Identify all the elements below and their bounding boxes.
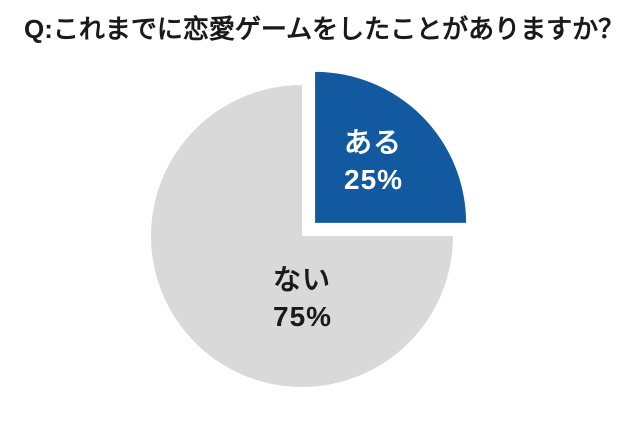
chart-question-title: Q:これまでに恋愛ゲームをしたことがありますか？ [24,14,625,44]
pie-label-nai: ない 75% [273,261,332,335]
pie-label-nai-percent: 75% [273,301,333,332]
pie-label-nai-name: ない [273,264,332,295]
pie-label-aru-name: ある [344,127,403,158]
pie-slice-aru [315,71,467,223]
pie-slice-nai [151,85,453,387]
pie-label-aru-percent: 25% [344,164,404,195]
pie-label-aru: ある 25% [344,124,403,198]
